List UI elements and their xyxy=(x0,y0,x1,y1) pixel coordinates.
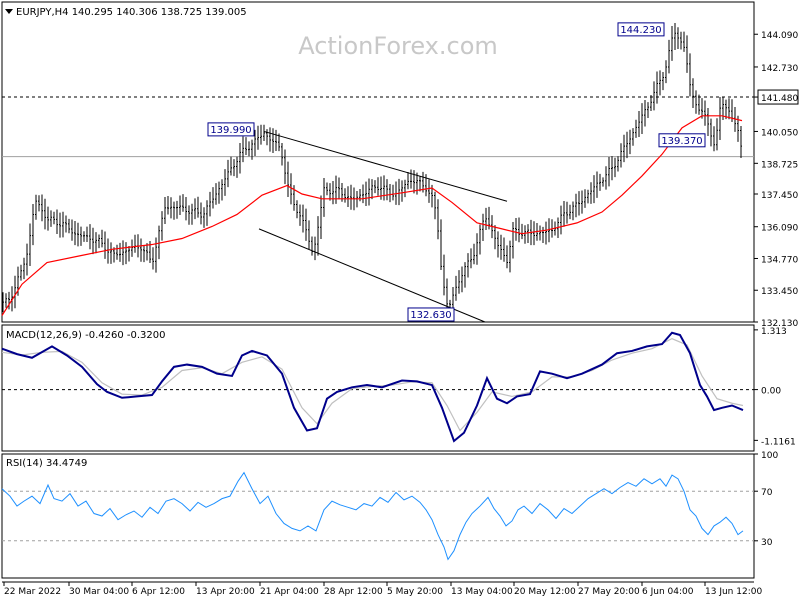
time-axis-label: 13 May 04:00 xyxy=(451,587,513,597)
trendline xyxy=(263,130,508,202)
price-axis-label: 134.770 xyxy=(761,255,798,265)
rsi-title: RSI(14) 34.4749 xyxy=(6,458,87,469)
moving-average-line xyxy=(1,115,743,316)
price-bars xyxy=(2,23,742,317)
callout-box xyxy=(207,122,255,137)
callout-label: 144.230 xyxy=(620,25,661,36)
rsi-axis-label: 100 xyxy=(761,451,778,461)
rsi-axis-label: 70 xyxy=(761,488,773,498)
price-axis-label: 133.450 xyxy=(761,287,798,297)
macd-line xyxy=(1,331,744,443)
callout-label: 139.990 xyxy=(210,125,251,136)
macd-axis-label: 0.00 xyxy=(761,387,781,397)
time-axis-label: 28 Apr 12:00 xyxy=(324,587,383,597)
price-axis-label: 136.090 xyxy=(761,224,798,234)
time-axis-label: 13 Apr 20:00 xyxy=(196,587,255,597)
price-panel-frame xyxy=(1,1,755,323)
callout-box xyxy=(617,22,665,37)
price-axis-label: 140.050 xyxy=(761,128,798,138)
price-axis-label: 138.725 xyxy=(761,160,798,170)
time-axis-label: 30 Mar 04:00 xyxy=(69,587,129,597)
macd-title: MACD(12,26,9) -0.4260 -0.3200 xyxy=(6,330,166,341)
time-axis-label: 5 May 20:00 xyxy=(387,587,443,597)
macd-axis-label: 1.313 xyxy=(761,327,787,337)
price-callout: 139.370 xyxy=(658,133,706,148)
callout-box xyxy=(658,133,706,148)
time-axis: 22 Mar 2022 30 Mar 04:00 6 Apr 12:00 13 Apr… xyxy=(3,582,762,597)
price-callout: 132.630 xyxy=(407,307,455,322)
callout-label: 139.370 xyxy=(661,136,702,147)
price-callout: 139.990 xyxy=(207,122,255,137)
price-callout: 144.230 xyxy=(617,22,665,37)
time-axis-label: 21 Apr 04:00 xyxy=(260,587,319,597)
chart-title: EURJPY,H4 140.295 140.306 138.725 139.00… xyxy=(16,7,247,18)
price-axis-label: 141.480 xyxy=(761,94,798,104)
callout-label: 132.630 xyxy=(410,310,451,321)
price-axis-label: 144.090 xyxy=(761,31,798,41)
rsi-panel-frame xyxy=(1,453,755,579)
dropdown-arrow-icon xyxy=(5,9,13,14)
time-axis-label: 13 Jun 12:00 xyxy=(705,587,762,597)
price-axis-label: 137.450 xyxy=(761,191,798,201)
rsi-axis: 100 70 30 xyxy=(754,451,778,548)
rsi-line xyxy=(1,471,744,561)
time-axis-label: 6 Apr 12:00 xyxy=(132,587,185,597)
callout-box xyxy=(407,307,455,322)
time-axis-label: 20 May 12:00 xyxy=(514,587,576,597)
price-axis-label: 132.130 xyxy=(761,319,798,329)
price-axis: 144.090 142.730 141.480 140.050 138.725 137.4… xyxy=(754,31,799,329)
macd-signal-line xyxy=(1,337,744,432)
rsi-panel: RSI(14) 34.4749 xyxy=(1,458,754,561)
macd-axis: 1.313 0.00 -1.1161 xyxy=(754,327,796,447)
watermark-text: ActionForex.com xyxy=(298,32,498,60)
price-level-tag xyxy=(757,89,799,105)
macd-panel: MACD(12,26,9) -0.4260 -0.3200 xyxy=(1,330,754,443)
price-axis-label: 142.730 xyxy=(761,64,798,74)
rsi-axis-label: 30 xyxy=(761,538,773,548)
macd-panel-frame xyxy=(1,324,755,452)
time-axis-label: 22 Mar 2022 xyxy=(4,587,61,597)
macd-axis-label: -1.1161 xyxy=(761,437,796,447)
time-axis-label: 27 May 20:00 xyxy=(578,587,640,597)
price-panel: 139.990 132.630 144.230 139.370 xyxy=(1,22,754,323)
panel-frames xyxy=(1,1,755,583)
chart-title-group: EURJPY,H4 140.295 140.306 138.725 139.00… xyxy=(5,7,247,18)
time-axis-label: 6 Jun 04:00 xyxy=(642,587,694,597)
